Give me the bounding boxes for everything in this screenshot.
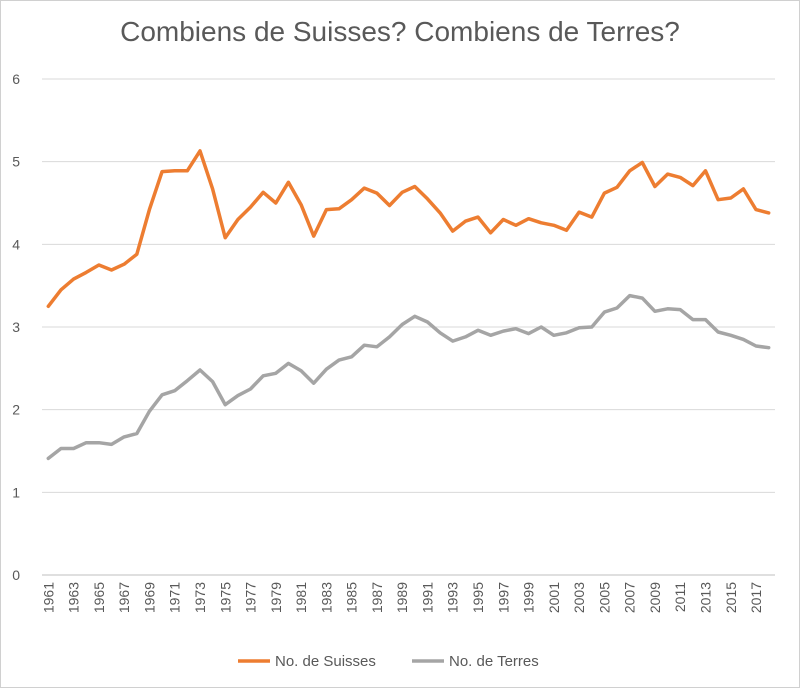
x-tick-label: 1967 <box>116 582 132 613</box>
x-tick-label: 1987 <box>369 582 385 613</box>
x-tick-label: 1973 <box>192 582 208 613</box>
legend-label-1: No. de Suisses <box>275 653 376 670</box>
x-tick-label: 1993 <box>445 582 461 613</box>
x-tick-label: 2009 <box>647 582 663 613</box>
x-tick-label: 1961 <box>40 582 56 613</box>
x-tick-label: 1985 <box>344 582 360 613</box>
y-axis-ticks: 0 1 2 3 4 5 6 <box>12 71 20 583</box>
x-tick-label: 1989 <box>394 582 410 613</box>
x-tick-label: 1999 <box>521 582 537 613</box>
x-tick-label: 1979 <box>268 582 284 613</box>
x-tick-label: 2005 <box>596 582 612 613</box>
x-tick-label: 2007 <box>622 582 638 613</box>
x-tick-label: 1963 <box>66 582 82 613</box>
x-tick-label: 2013 <box>697 582 713 613</box>
x-tick-label: 1977 <box>243 582 259 613</box>
y-tick-label: 1 <box>12 484 20 500</box>
y-tick-label: 5 <box>12 154 20 170</box>
x-tick-label: 1995 <box>470 582 486 613</box>
x-tick-label: 2011 <box>672 582 688 612</box>
y-tick-label: 6 <box>12 71 20 87</box>
legend: No. de Suisses No. de Terres <box>238 653 539 670</box>
x-tick-label: 1981 <box>293 582 309 613</box>
series-lines <box>46 149 771 461</box>
x-axis-ticks: 1961 1963 1965 1967 1969 1971 1973 1975 1977 1979… <box>40 582 764 613</box>
x-tick-label: 1991 <box>419 582 435 613</box>
chart-title: Combiens de Suisses? Combiens de Terres? <box>120 16 680 47</box>
y-tick-label: 2 <box>12 402 20 418</box>
series-line-1 <box>46 149 771 309</box>
x-tick-label: 2003 <box>571 582 587 613</box>
x-tick-label: 2017 <box>748 582 764 613</box>
gridlines <box>42 78 775 576</box>
legend-label-2: No. de Terres <box>449 653 539 670</box>
y-tick-label: 0 <box>12 567 20 583</box>
x-tick-label: 2015 <box>723 582 739 613</box>
x-tick-label: 1983 <box>318 582 334 613</box>
y-tick-label: 4 <box>12 236 20 252</box>
x-tick-label: 1969 <box>141 582 157 613</box>
x-tick-label: 2001 <box>546 582 562 613</box>
x-tick-label: 1971 <box>167 582 183 613</box>
series-line-2 <box>46 293 771 461</box>
x-tick-label: 1965 <box>91 582 107 613</box>
x-tick-label: 1997 <box>495 582 511 613</box>
y-tick-label: 3 <box>12 319 20 335</box>
x-tick-label: 1975 <box>217 582 233 613</box>
